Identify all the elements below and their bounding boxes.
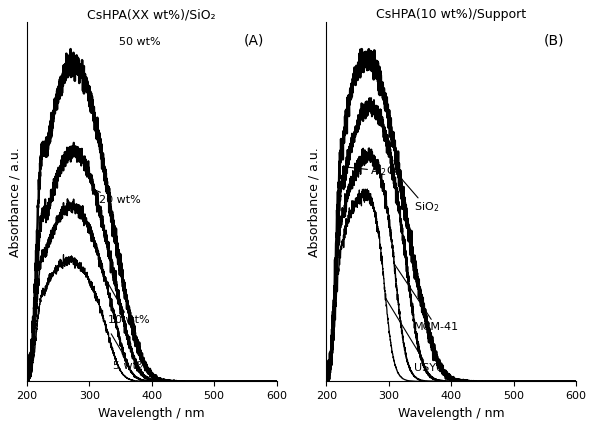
Text: SiO$_2$: SiO$_2$ (394, 170, 439, 214)
Text: USY6: USY6 (386, 298, 443, 373)
Text: Al$_2$O$_3$: Al$_2$O$_3$ (344, 165, 402, 178)
Y-axis label: Absorbance / a.u.: Absorbance / a.u. (8, 147, 21, 257)
X-axis label: Wavelength / nm: Wavelength / nm (98, 407, 205, 420)
Text: 50 wt%: 50 wt% (119, 37, 161, 47)
Text: 5 wt%: 5 wt% (111, 334, 148, 372)
Text: 10 wt%: 10 wt% (105, 278, 150, 325)
Text: MCM-41: MCM-41 (394, 263, 459, 332)
X-axis label: Wavelength / nm: Wavelength / nm (398, 407, 505, 420)
Text: 20 wt%: 20 wt% (94, 190, 140, 205)
Y-axis label: Absorbance / a.u.: Absorbance / a.u. (308, 147, 321, 257)
Text: (A): (A) (244, 33, 265, 47)
Title: CsHPA(10 wt%)/Support: CsHPA(10 wt%)/Support (376, 8, 527, 21)
Title: CsHPA(XX wt%)/SiO₂: CsHPA(XX wt%)/SiO₂ (87, 8, 216, 21)
Text: (B): (B) (544, 33, 564, 47)
